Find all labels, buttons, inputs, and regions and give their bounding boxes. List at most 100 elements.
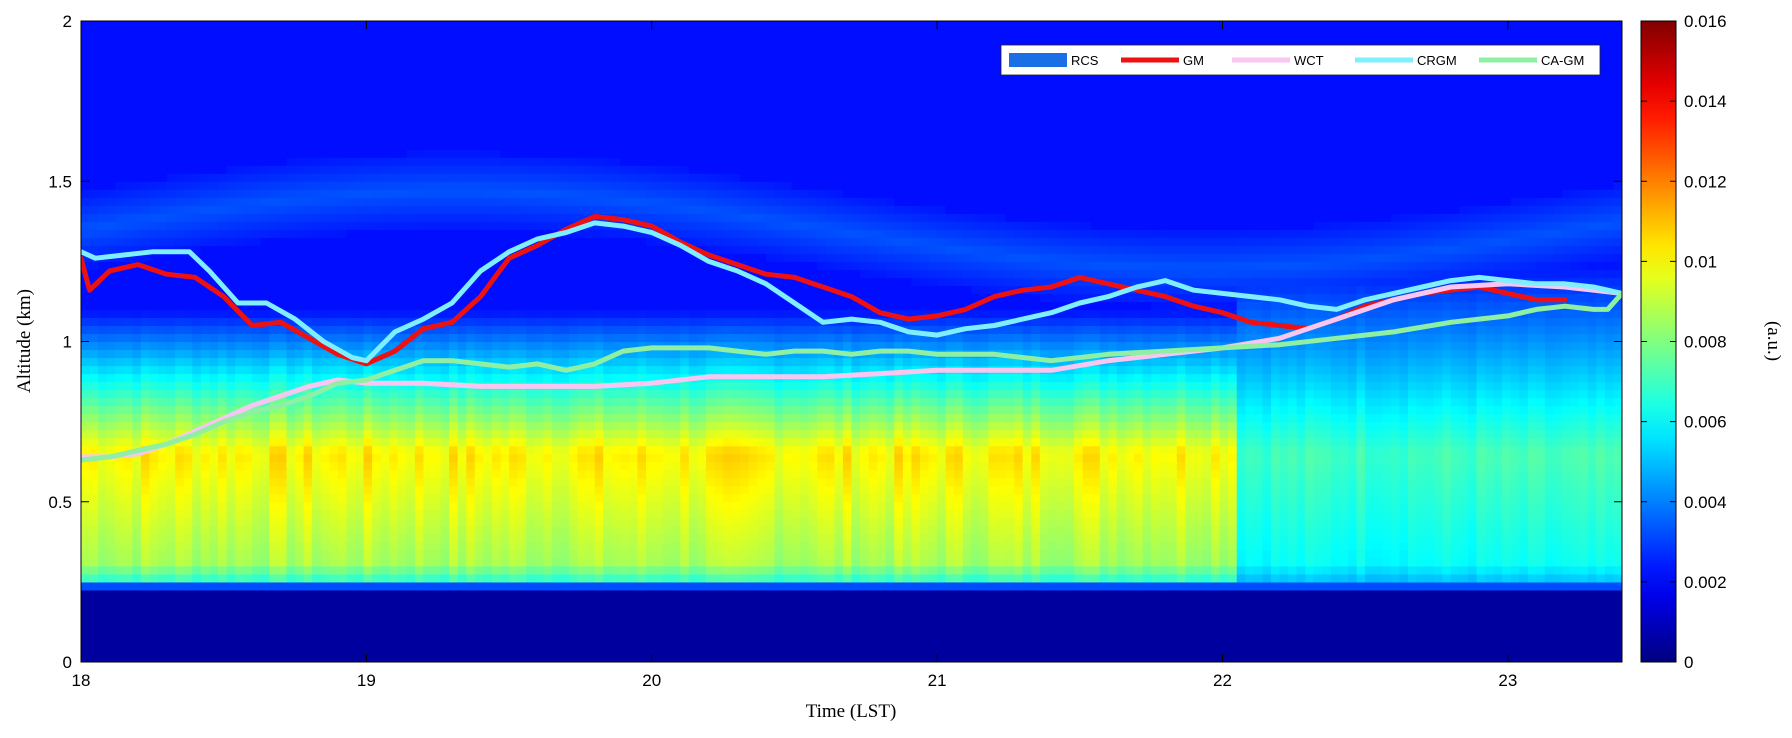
heatmap-cell (217, 517, 228, 527)
heatmap-cell (543, 93, 553, 102)
heatmap-cell (217, 405, 228, 415)
heatmap-cell (586, 165, 596, 174)
heatmap-cell (474, 413, 484, 423)
heatmap-cell (560, 269, 570, 278)
heatmap-cell (560, 477, 570, 487)
heatmap-cell (209, 549, 219, 559)
heatmap-cell (551, 133, 562, 142)
heatmap-cell (149, 229, 159, 238)
heatmap-cell (517, 597, 527, 607)
heatmap-cell (106, 205, 116, 214)
heatmap-cell (89, 45, 99, 54)
heatmap-cell (509, 373, 519, 383)
heatmap-cell (568, 357, 579, 367)
heatmap-cell (586, 421, 596, 431)
heatmap-cell (551, 29, 562, 38)
heatmap-cell (123, 101, 133, 110)
heatmap-cell (483, 421, 493, 431)
heatmap-cell (457, 637, 467, 647)
heatmap-cell (175, 517, 185, 527)
heatmap-cell (389, 333, 399, 343)
heatmap-cell (397, 589, 407, 599)
heatmap-cell (158, 125, 168, 134)
heatmap-cell (200, 93, 211, 102)
heatmap-cell (577, 181, 587, 190)
heatmap-cell (509, 477, 519, 487)
heatmap-cell (192, 445, 202, 455)
heatmap-cell (295, 29, 305, 38)
heatmap-cell (534, 125, 544, 134)
heatmap-cell (252, 149, 262, 158)
heatmap-cell (389, 413, 399, 423)
heatmap-cell (568, 245, 579, 254)
heatmap-cell (543, 181, 553, 190)
heatmap-cell (337, 653, 347, 662)
heatmap-cell (260, 301, 270, 311)
heatmap-cell (123, 237, 133, 246)
heatmap-cell (534, 173, 544, 182)
heatmap-cell (320, 605, 330, 615)
heatmap-cell (380, 613, 390, 623)
heatmap-cell (354, 469, 365, 479)
heatmap-cell (192, 29, 202, 38)
heatmap-cell (149, 629, 159, 639)
heatmap-cell (534, 397, 544, 407)
heatmap-cell (217, 141, 228, 150)
heatmap-cell (303, 349, 313, 359)
heatmap-cell (115, 509, 125, 519)
heatmap-cell (423, 77, 433, 86)
heatmap-cell (217, 77, 228, 86)
heatmap-cell (483, 589, 493, 599)
heatmap-cell (200, 53, 211, 62)
heatmap-cell (449, 485, 459, 495)
heatmap-cell (603, 405, 613, 415)
heatmap-cell (568, 349, 579, 359)
heatmap-cell (243, 117, 253, 126)
heatmap-cell (175, 157, 185, 166)
heatmap-cell (568, 597, 579, 607)
heatmap-cell (526, 69, 536, 78)
heatmap-cell (260, 501, 270, 511)
heatmap-cell (312, 277, 322, 287)
heatmap-cell (603, 189, 613, 198)
heatmap-cell (440, 133, 450, 142)
heatmap-cell (449, 285, 459, 295)
heatmap-cell (491, 373, 502, 383)
heatmap-cell (509, 469, 519, 479)
heatmap-cell (432, 365, 442, 375)
heatmap-cell (466, 309, 476, 319)
heatmap-cell (149, 381, 159, 391)
heatmap-cell (389, 69, 399, 78)
heatmap-cell (517, 653, 527, 662)
heatmap-cell (423, 445, 433, 455)
heatmap-cell (132, 309, 142, 319)
heatmap-cell (560, 141, 570, 150)
heatmap-cell (115, 173, 125, 182)
heatmap-cell (389, 197, 399, 206)
heatmap-cell (81, 293, 91, 303)
heatmap-cell (483, 637, 493, 647)
heatmap-cell (140, 189, 151, 198)
heatmap-cell (89, 261, 99, 270)
heatmap-cell (286, 261, 296, 270)
heatmap-cell (123, 629, 133, 639)
heatmap-cell (123, 501, 133, 511)
heatmap-cell (577, 229, 587, 238)
heatmap-cell (295, 597, 305, 607)
heatmap-cell (363, 205, 373, 214)
heatmap-cell (509, 629, 519, 639)
heatmap-cell (217, 373, 228, 383)
heatmap-cell (106, 349, 116, 359)
heatmap-cell (217, 205, 228, 214)
heatmap-cell (440, 93, 450, 102)
heatmap-cell (235, 253, 245, 262)
heatmap-cell (543, 85, 553, 94)
heatmap-cell (106, 397, 116, 407)
heatmap-cell (380, 589, 390, 599)
heatmap-cell (491, 101, 502, 110)
heatmap-cell (303, 605, 313, 615)
heatmap-cell (483, 429, 493, 439)
heatmap-cell (286, 333, 296, 343)
heatmap-cell (551, 37, 562, 46)
heatmap-cell (577, 77, 587, 86)
